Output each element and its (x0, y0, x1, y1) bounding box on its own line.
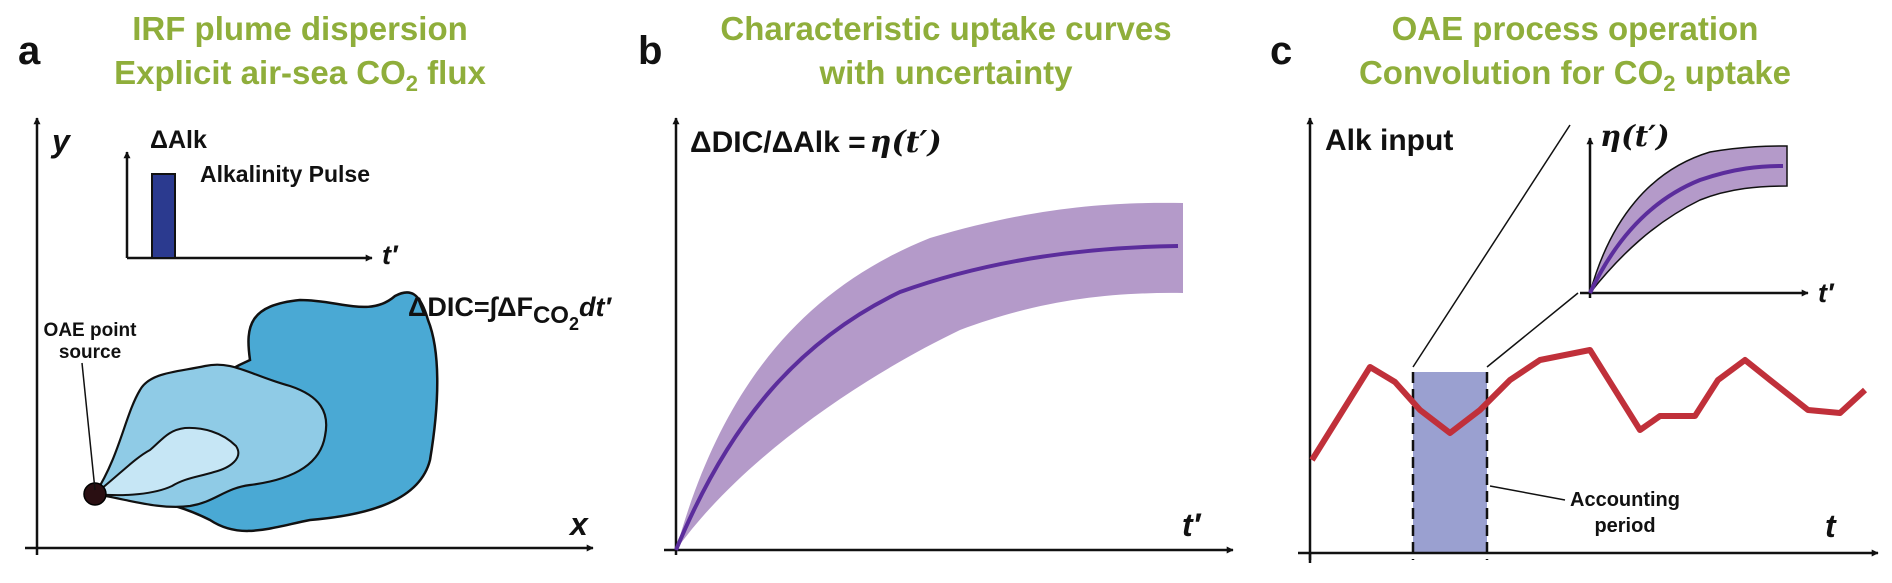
panel-a: a IRF plume dispersion Explicit air-sea … (18, 10, 612, 555)
panel-a-title-line2-suffix: flux (418, 54, 486, 91)
alk-input-signal (1309, 347, 1868, 462)
panel-a-inset-y-label: ΔAlk (150, 126, 207, 154)
panel-c: c OAE process operation Convolution for … (1270, 10, 1879, 563)
alkalinity-pulse-bar (151, 173, 176, 259)
panel-b: b Characteristic uptake curves with unce… (638, 10, 1234, 555)
accounting-callout-line (1489, 485, 1566, 501)
panel-c-title-line2: Convolution for CO2 uptake (1359, 54, 1791, 96)
dic-eq-prefix: ΔDIC=∫ΔF (408, 292, 533, 322)
accounting-period-box (1413, 372, 1487, 554)
panel-c-title-line2-sub: 2 (1663, 71, 1675, 96)
panel-b-letter: b (638, 29, 662, 73)
plume-inner-contour (92, 426, 240, 497)
inset-uptake-curve (1588, 164, 1784, 294)
panel-b-title-line2: with uncertainty (818, 54, 1073, 91)
accounting-label-line2: period (1594, 515, 1655, 537)
panel-c-title-line2-prefix: Convolution for CO (1359, 54, 1663, 91)
inset-uncertainty-band (1589, 145, 1788, 294)
panel-a-inset-x-label: t′ (382, 240, 399, 270)
panel-b-y-label: ΔDIC/ΔAlk = η(t′) (690, 125, 942, 160)
panel-c-title-line2-suffix: uptake (1676, 54, 1792, 91)
panel-c-inset-x-label: t′ (1818, 278, 1835, 308)
panel-c-y-label: Alk input (1325, 124, 1453, 157)
dic-flux-equation: ΔDIC=∫ΔFCO2dt′ (408, 292, 612, 334)
panel-c-title-line1: OAE process operation (1392, 10, 1759, 47)
panel-a-letter: a (18, 29, 41, 73)
alkalinity-pulse-label: Alkalinity Pulse (200, 161, 370, 187)
panel-c-x-label: t (1825, 508, 1837, 544)
panel-a-title-line2-prefix: Explicit air-sea CO (114, 54, 406, 91)
dic-eq-sub: CO (533, 302, 569, 329)
panel-b-y-label-prefix: ΔDIC/ΔAlk = (690, 126, 866, 159)
dic-eq-suffix: dt′ (579, 292, 612, 322)
panel-a-y-label: y (50, 123, 72, 159)
inset-connector-left (1412, 124, 1571, 368)
oae-source-label-line1: OAE point (44, 320, 138, 341)
panel-a-title-line2: Explicit air-sea CO2 flux (114, 54, 486, 96)
panel-c-inset-y-label: η(t′) (1600, 119, 1670, 153)
panel-a-x-label: x (568, 506, 589, 542)
uptake-curve (674, 244, 1179, 551)
oae-source-leader-line (81, 362, 96, 491)
panel-b-y-label-eta: η(t′) (870, 125, 942, 160)
oae-source-label-line2: source (59, 342, 121, 363)
panel-b-x-label: t′ (1182, 507, 1202, 543)
panel-a-title-line1: IRF plume dispersion (132, 10, 468, 47)
accounting-label-line1: Accounting (1570, 489, 1680, 511)
panel-a-title-line2-sub: 2 (406, 71, 418, 96)
panel-b-title-line1: Characteristic uptake curves (720, 10, 1171, 47)
inset-connector-right (1486, 292, 1579, 368)
panel-c-letter: c (1270, 29, 1292, 73)
uncertainty-band (676, 202, 1183, 551)
dic-eq-sub2: 2 (569, 314, 579, 334)
